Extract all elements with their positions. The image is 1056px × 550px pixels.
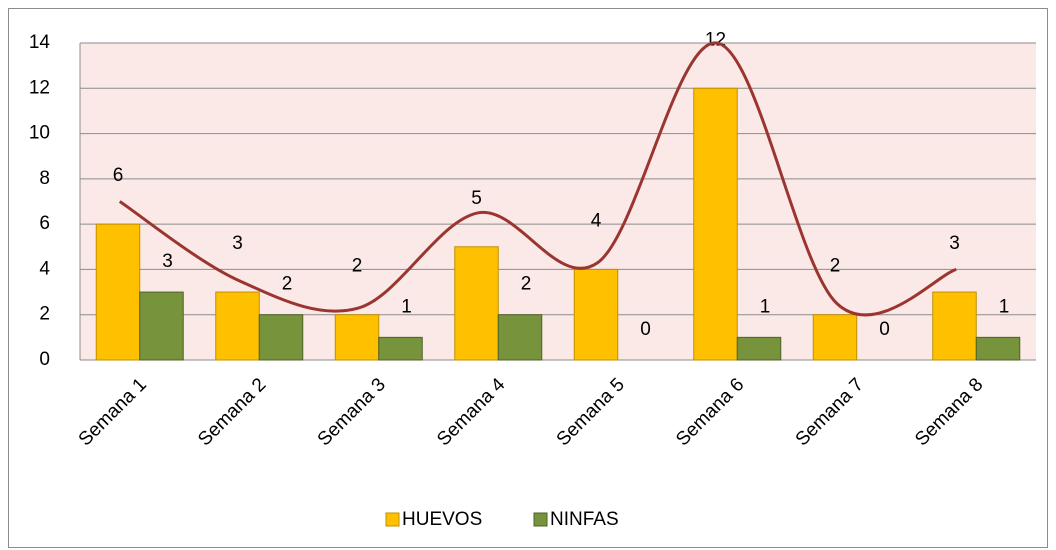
y-tick-label: 8 — [39, 168, 50, 189]
bar — [95, 223, 141, 361]
bar — [693, 87, 738, 361]
legend-swatch — [385, 512, 400, 527]
y-tick-label: 2 — [39, 304, 50, 325]
data-label: 0 — [640, 319, 651, 340]
y-tick-label: 6 — [39, 213, 50, 234]
data-label: 3 — [949, 233, 960, 254]
data-label: 4 — [591, 210, 602, 231]
y-tick-label: 0 — [39, 349, 50, 370]
bar — [975, 336, 1021, 361]
data-label: 5 — [471, 188, 482, 209]
data-label: 2 — [521, 274, 532, 295]
data-label: 1 — [760, 296, 771, 317]
data-label: 3 — [162, 251, 173, 272]
data-label: 1 — [401, 296, 412, 317]
bar — [139, 291, 184, 361]
line — [118, 41, 957, 317]
legend-label: HUEVOS — [402, 509, 482, 530]
y-tick-label: 10 — [29, 123, 50, 144]
bar — [334, 314, 380, 361]
legend-label: NINFAS — [550, 509, 619, 530]
data-label: 6 — [113, 165, 124, 186]
bar — [454, 246, 499, 361]
bar — [258, 314, 304, 361]
y-tick-label: 12 — [29, 77, 50, 98]
data-label: 2 — [352, 256, 363, 277]
bar — [215, 291, 260, 361]
data-label: 3 — [232, 233, 243, 254]
bar — [812, 314, 858, 361]
data-label: 0 — [879, 319, 890, 340]
legend-swatch — [533, 512, 548, 527]
bar — [932, 291, 977, 361]
y-tick-label: 14 — [29, 32, 51, 53]
data-label: 1 — [999, 296, 1010, 317]
y-tick-label: 4 — [39, 258, 50, 279]
bar — [573, 268, 619, 361]
bar — [378, 336, 423, 361]
bar — [736, 336, 782, 361]
data-label: 2 — [830, 256, 841, 277]
data-label: 2 — [282, 274, 293, 295]
bar — [497, 314, 543, 361]
